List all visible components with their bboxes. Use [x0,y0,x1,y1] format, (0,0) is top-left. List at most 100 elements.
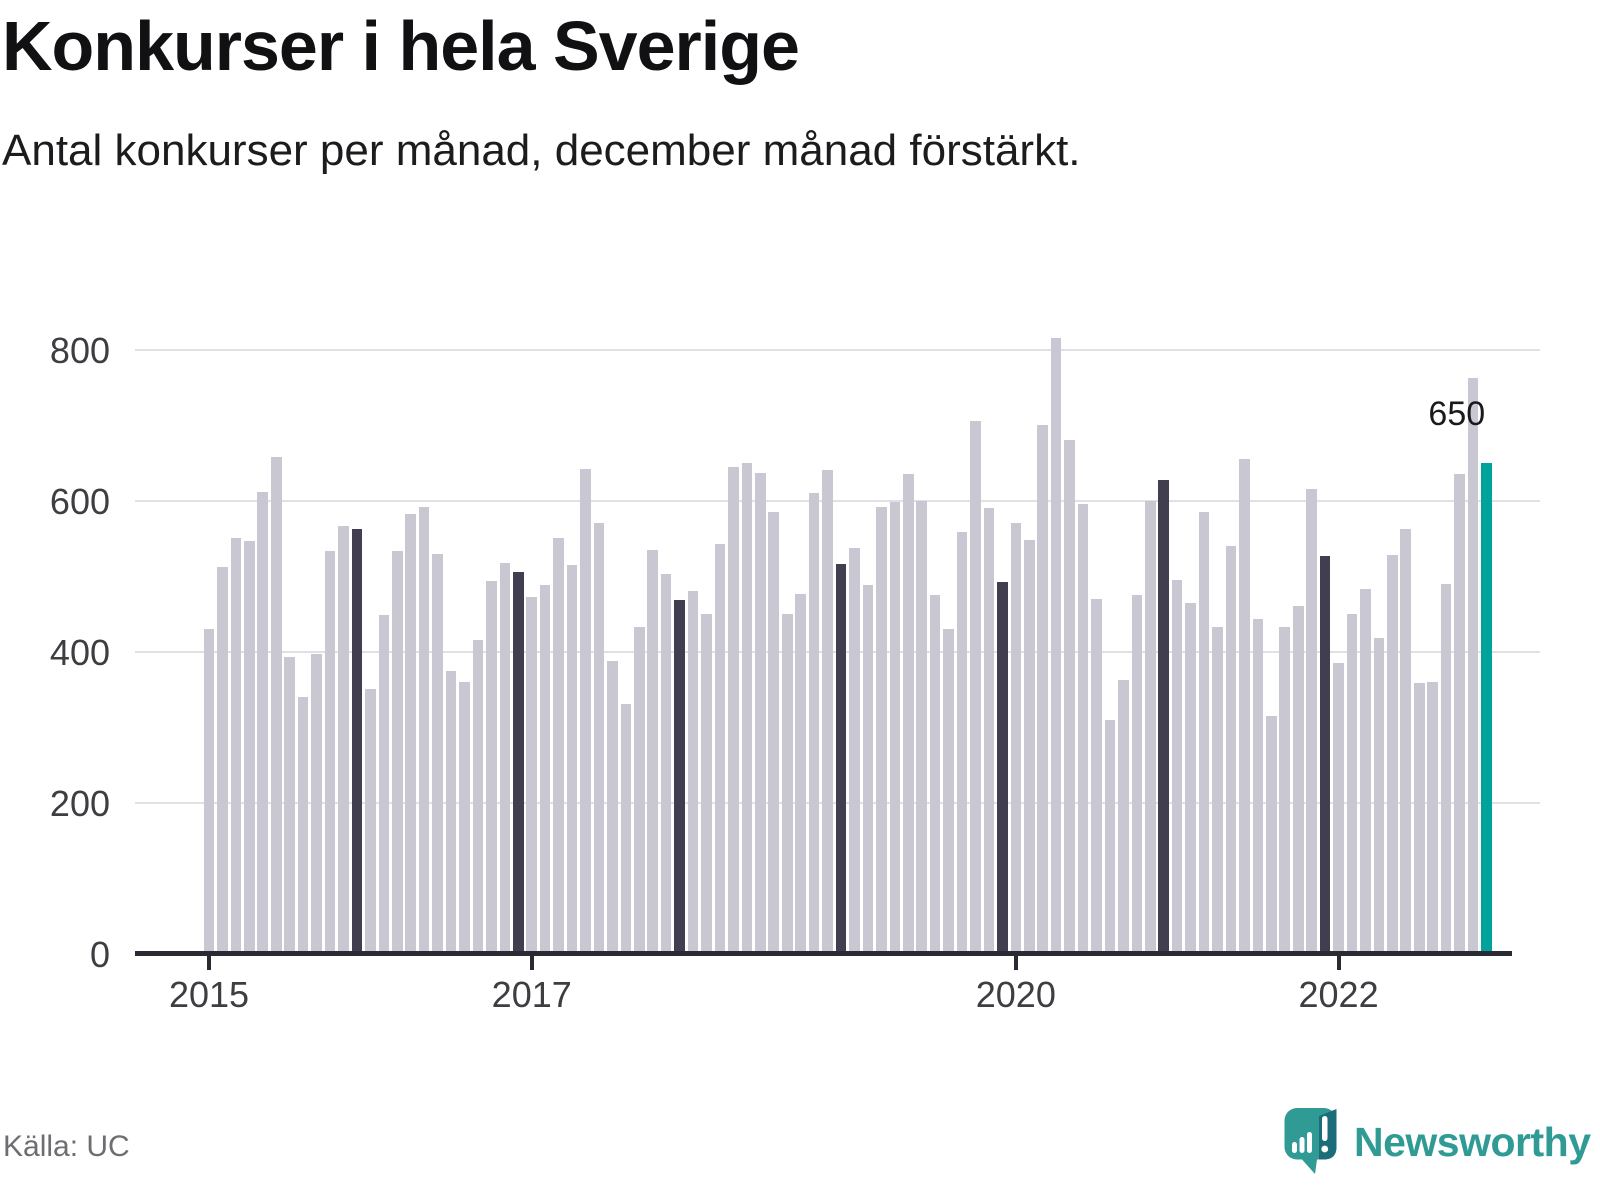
bar-2016-09 [472,640,484,954]
bar-2016-01 [365,688,376,954]
bar-2016-03 [391,551,403,954]
bar-2022-12 [1481,462,1492,954]
y-axis-label-200: 200 [49,782,110,824]
bar-2019-05 [902,473,914,954]
bar-2022-01 [1333,662,1344,954]
bar-2020-11 [1144,500,1156,954]
bar-2017-08 [620,704,632,954]
gridline-800 [135,348,1540,351]
bar-2021-01 [1171,579,1183,954]
bar-2020-01 [1010,523,1022,954]
bar-2022-03 [1360,588,1371,954]
bar-2019-07 [929,595,941,954]
logo-exclamation-dot [1321,1145,1329,1153]
x-axis-label-2022: 2022 [1298,974,1379,1015]
bar-2019-09 [956,532,968,954]
bar-2015-07 [284,656,295,954]
bar-2016-02 [378,615,390,954]
bar-2018-12 [835,564,847,954]
bar-2016-10 [486,580,497,954]
y-axis-label-0: 0 [89,933,110,975]
logo-bar-2 [1299,1137,1305,1153]
bar-2019-02 [862,585,874,954]
bar-2018-07 [768,512,780,954]
bar-2020-04 [1050,337,1062,954]
bar-2022-10 [1454,474,1465,954]
y-axis-label-800: 800 [49,329,110,371]
bar-2021-07 [1252,619,1264,954]
bar-2018-08 [781,613,793,954]
bar-2020-05 [1064,440,1075,954]
y-axis-label-400: 400 [49,631,110,673]
bar-2016-04 [405,514,416,954]
bar-2019-06 [916,500,927,954]
bar-2016-06 [432,553,443,954]
value-label-latest: 650 [1428,394,1486,433]
bar-2016-12 [512,572,524,954]
bar-2021-02 [1185,602,1196,954]
bar-2015-10 [324,551,336,954]
bar-2018-11 [822,469,833,954]
bar-2022-04 [1373,638,1385,954]
bar-2017-04 [566,564,578,954]
bar-2016-11 [499,563,511,954]
bar-2015-05 [257,492,269,954]
bar-2020-12 [1158,480,1170,954]
bar-2019-12 [997,582,1008,954]
bar-2018-02 [701,613,712,954]
bar-2020-03 [1037,425,1048,954]
x-axis-label-2015: 2015 [168,974,250,1015]
bar-2020-02 [1023,539,1035,954]
x-axis-label-2020: 2020 [975,974,1056,1015]
x-axis-tick-2020 [1013,956,1018,970]
bar-2022-02 [1346,613,1358,954]
bar-2017-12 [674,600,685,954]
bar-2018-09 [795,593,806,954]
bar-2021-10 [1292,606,1304,954]
bar-2022-09 [1440,583,1452,954]
bar-2019-01 [849,548,860,954]
bar-2015-11 [338,526,349,954]
newsworthy-wordmark: Newsworthy [1354,1119,1591,1165]
chart-title: Konkurser i hela Sverige [2,7,800,85]
bar-2019-10 [970,421,981,954]
bar-2022-11 [1467,377,1479,954]
bar-2021-09 [1279,626,1291,954]
bar-2017-09 [634,627,645,954]
x-axis-label-2017: 2017 [491,974,572,1015]
x-axis-tick-2022 [1336,956,1341,970]
bar-2018-06 [755,472,766,954]
logo-bar-1 [1292,1142,1297,1153]
bar-2017-03 [553,538,564,954]
bar-2020-08 [1104,719,1116,954]
logo-bar-3 [1307,1132,1312,1153]
bar-2019-04 [889,502,901,954]
bar-2019-03 [876,506,887,954]
bar-2015-12 [351,529,363,954]
bar-2018-04 [728,466,739,954]
bar-2022-08 [1427,681,1438,954]
bar-2021-05 [1225,545,1237,954]
bar-2017-06 [593,523,605,954]
bar-2016-05 [418,506,430,954]
bar-2017-07 [607,660,618,954]
bar-2022-06 [1400,529,1412,954]
newsworthy-logo-icon [1284,1108,1337,1174]
bar-2021-08 [1266,715,1277,954]
bar-2017-01 [526,596,538,954]
logo-exclamation [1322,1116,1328,1141]
bar-2015-08 [297,696,309,954]
bar-2015-06 [270,456,282,954]
newsworthy-logo: Newsworthy [1284,1104,1591,1180]
y-axis-label-600: 600 [49,480,110,522]
bar-2017-05 [580,469,591,954]
source-note: Källa: UC [3,1130,130,1163]
bar-2018-03 [714,543,726,954]
gridline-600 [135,499,1540,502]
bar-2020-10 [1131,595,1143,954]
x-axis-tick-2015 [207,956,211,970]
bar-2015-09 [311,653,322,954]
bar-2015-01 [203,628,215,954]
x-axis-line [135,951,1512,956]
